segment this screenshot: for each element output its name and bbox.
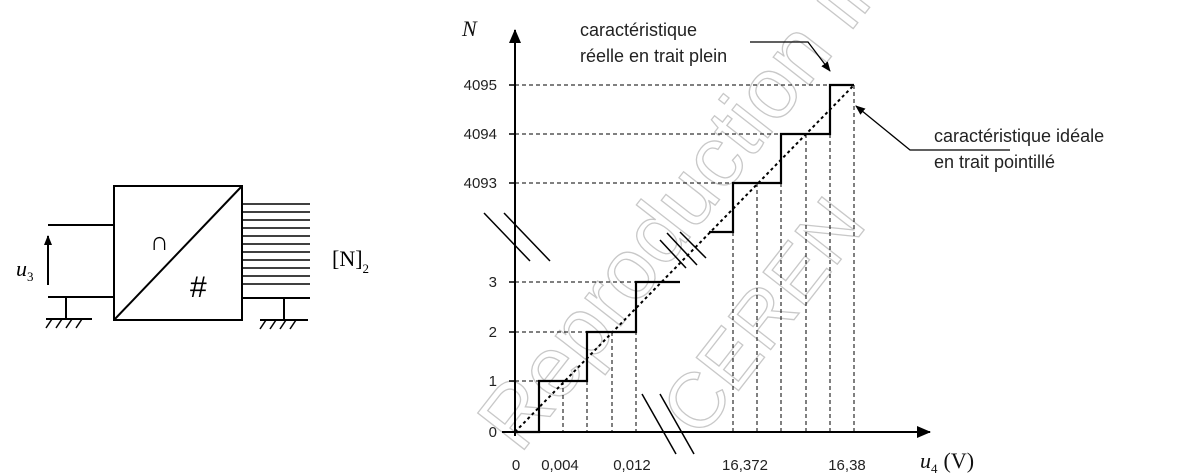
analog-symbol: ∩ — [150, 226, 169, 256]
input-label: u3 — [16, 256, 34, 284]
output-label: [N]2 — [332, 246, 369, 276]
ground-hatch-left — [45, 318, 83, 329]
y-tick-label: 2 — [489, 324, 497, 341]
y-axis-label: N — [461, 16, 478, 41]
y-tick-label: 0 — [489, 424, 497, 441]
y-tick-label: 4095 — [464, 77, 497, 94]
output-bus — [242, 203, 310, 285]
x-tick-label: 0,004 — [541, 457, 579, 474]
break-marks — [483, 212, 707, 455]
x-tick-label: 16,38 — [828, 457, 866, 474]
digital-symbol: # — [190, 271, 207, 304]
annotation-ideal-line1: caractéristique idéale — [934, 126, 1104, 146]
x-tick-label: 0 — [512, 457, 520, 474]
ground-hatch-right — [259, 319, 297, 330]
annotation-ideal-line2: en trait pointillé — [934, 152, 1055, 172]
watermark: Reproduction interdite - éditions de l'e… — [459, 0, 1196, 467]
y-tick-label: 1 — [489, 373, 497, 390]
y-tick-label: 4094 — [464, 126, 497, 143]
annotation-real-line1: caractéristique — [580, 20, 697, 40]
annotation-ideal-arrow — [855, 105, 1010, 151]
annotation-real-line2: réelle en trait plein — [580, 46, 727, 66]
x-axis-label: u4 (V) — [920, 448, 974, 475]
x-tick-label: 16,372 — [722, 457, 768, 474]
y-tick-label: 4093 — [464, 175, 497, 192]
converter-diagonal — [113, 185, 243, 321]
converter-block — [44, 185, 310, 330]
y-tick-marks — [509, 84, 515, 382]
real-characteristic-low — [515, 280, 680, 434]
annotation-real-arrow — [750, 41, 831, 72]
converter-box — [113, 185, 243, 321]
graph: 4095 4094 4093 3 2 1 0 0 0,004 0,012 16,… — [461, 16, 1104, 475]
x-tick-label: 0,012 — [613, 457, 651, 474]
ideal-characteristic — [514, 84, 855, 433]
real-characteristic-high — [709, 83, 854, 234]
y-tick-label: 3 — [489, 274, 497, 291]
